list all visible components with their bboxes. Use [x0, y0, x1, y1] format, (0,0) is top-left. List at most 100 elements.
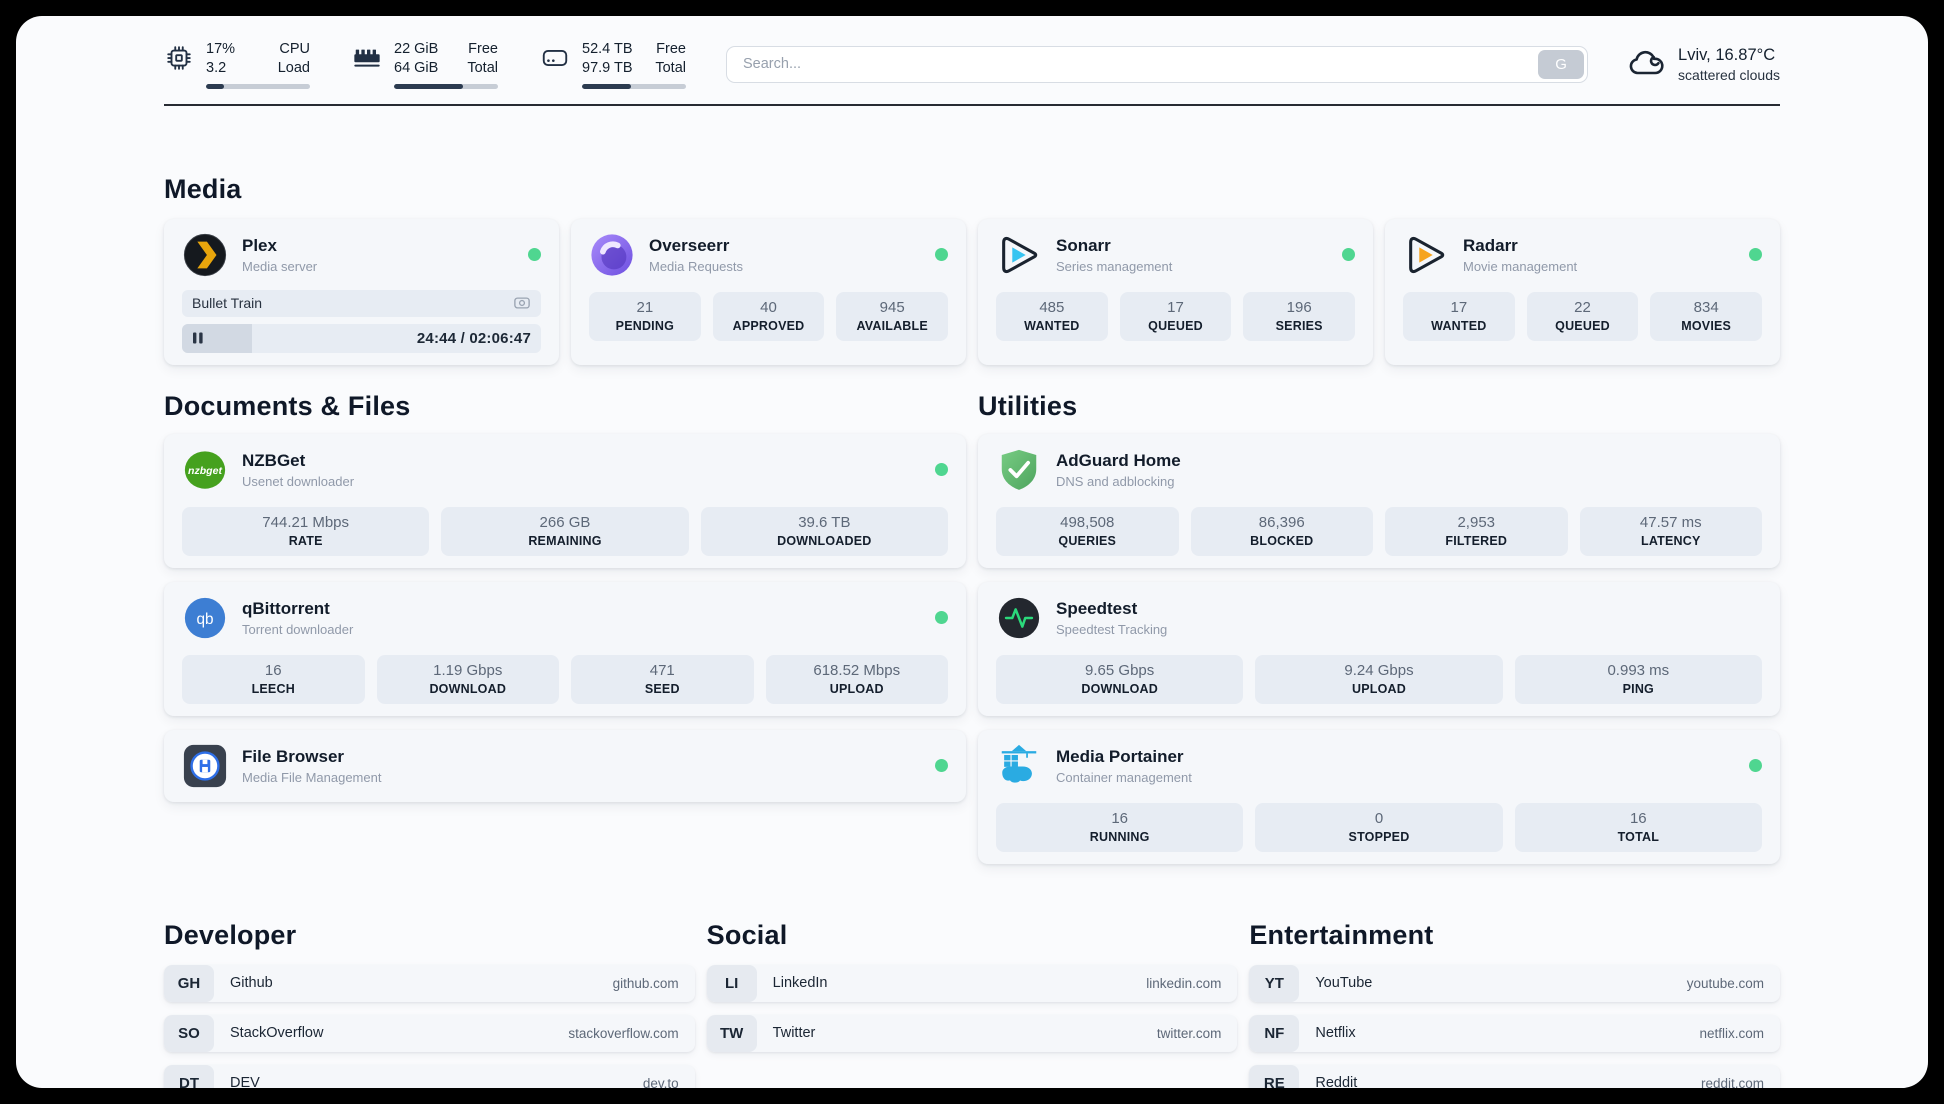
- stat-box: 9.24 Gbps UPLOAD: [1255, 654, 1503, 704]
- stat-value: 9.65 Gbps: [1085, 661, 1155, 679]
- stat-box: 618.52 Mbps UPLOAD: [765, 654, 948, 704]
- app-card[interactable]: Speedtest Speedtest Tracking 9.65 Gbps D…: [978, 581, 1780, 716]
- stat-label: QUERIES: [1058, 533, 1117, 548]
- playback-time: 24:44 / 02:06:47: [416, 329, 531, 347]
- stat-value: 40: [760, 298, 777, 316]
- stat-label: RATE: [288, 533, 323, 548]
- stat-value: 471: [649, 661, 675, 679]
- app-card[interactable]: File Browser Media File Management: [164, 729, 966, 802]
- app-card[interactable]: Radarr Movie management 17 WANTED 2: [1385, 218, 1780, 365]
- stat-label: QUEUED: [1555, 318, 1610, 333]
- stat-value: 1.19 Gbps: [433, 661, 503, 679]
- bookmark-section: Social LI LinkedIn linkedin.com TW Twitt…: [706, 919, 1238, 1088]
- bookmark-url: twitter.com: [1156, 1025, 1222, 1041]
- disk-icon: [540, 43, 570, 73]
- app-card[interactable]: qb qBittorrent Torrent downloader 16 LEE…: [164, 581, 966, 716]
- stat-label: REMAINING: [528, 533, 602, 548]
- utilities-apps: AdGuard Home DNS and adblocking 498,508 …: [978, 433, 1780, 864]
- stat-value: 47.57 ms: [1639, 513, 1702, 531]
- app-name: NZBGet: [242, 450, 306, 470]
- bookmark-link[interactable]: TW Twitter twitter.com: [706, 1014, 1238, 1052]
- now-playing-title: Bullet Train: [192, 295, 263, 312]
- bookmark-link[interactable]: YT YouTube youtube.com: [1249, 964, 1781, 1002]
- stat-label: DOWNLOAD: [429, 681, 507, 696]
- stat-value-bottom: 97.9 TB: [582, 59, 633, 76]
- documents-apps: nzbget NZBGet Usenet downloader 744.21 M…: [164, 433, 966, 802]
- bookmark-section-title: Social: [706, 919, 788, 950]
- bookmark-url: stackoverflow.com: [568, 1025, 679, 1041]
- app-card[interactable]: Sonarr Series management 485 WANTED: [978, 218, 1373, 365]
- app-card[interactable]: nzbget NZBGet Usenet downloader 744.21 M…: [164, 433, 966, 568]
- app-card[interactable]: Media Portainer Container management 16 …: [978, 729, 1780, 864]
- system-stat: 52.4 TB 97.9 TB Free Total: [540, 40, 686, 89]
- app-card[interactable]: AdGuard Home DNS and adblocking 498,508 …: [978, 433, 1780, 568]
- stat-box: 1.19 Gbps DOWNLOAD: [376, 654, 559, 704]
- stat-value: 2,953: [1457, 513, 1496, 531]
- system-stat: 22 GiB 64 GiB Free Total: [352, 40, 498, 89]
- stat-value-top: 52.4 TB: [582, 41, 633, 57]
- bookmark-link[interactable]: SO StackOverflow stackoverflow.com: [164, 1014, 695, 1052]
- header-divider: [164, 103, 1780, 106]
- bookmark-url: github.com: [612, 975, 679, 991]
- app-description: Torrent downloader: [242, 621, 354, 637]
- weather-widget: Lviv, 16.87°C scattered clouds: [1626, 44, 1780, 84]
- app-description: Speedtest Tracking: [1056, 621, 1168, 637]
- bookmark-link[interactable]: DT DEV dev.to: [164, 1064, 695, 1088]
- app-name: qBittorrent: [242, 598, 330, 618]
- stat-value: 9.24 Gbps: [1344, 661, 1414, 679]
- stat-label: LEECH: [251, 681, 295, 696]
- nzbget-icon: nzbget: [182, 447, 228, 493]
- overseerr-icon: [589, 232, 635, 278]
- weather-condition: scattered clouds: [1678, 66, 1780, 83]
- stat-label: AVAILABLE: [856, 318, 928, 333]
- app-description: Media File Management: [242, 769, 382, 785]
- app-card[interactable]: Plex Media server Bullet Train: [164, 218, 559, 365]
- search-bar[interactable]: G: [726, 45, 1589, 83]
- media-apps-row: Plex Media server Bullet Train: [164, 218, 1780, 365]
- bookmark-name: Reddit: [1315, 1075, 1358, 1088]
- app-card[interactable]: Overseerr Media Requests 21 PENDING: [571, 218, 966, 365]
- status-dot: [935, 611, 948, 625]
- bookmark-link[interactable]: GH Github github.com: [164, 964, 695, 1002]
- app-stats: 21 PENDING 40 APPROVED 945 AVAILABLE: [589, 291, 949, 341]
- status-dot: [1342, 248, 1355, 262]
- app-name: Plex: [242, 235, 277, 255]
- app-description: Series management: [1056, 258, 1173, 274]
- stat-label: STOPPED: [1348, 829, 1410, 844]
- search-input[interactable]: [741, 55, 1539, 74]
- stat-value-top: 17%: [206, 41, 236, 57]
- section-documents: Documents & Files nzbget NZBGet Usenet d…: [164, 391, 966, 864]
- stat-label: PING: [1622, 681, 1654, 696]
- bookmark-link[interactable]: RE Reddit reddit.com: [1249, 1064, 1781, 1088]
- plex-icon: [182, 232, 228, 278]
- stat-box: 86,396 BLOCKED: [1190, 506, 1373, 556]
- bookmark-section-title: Entertainment: [1249, 919, 1434, 950]
- stat-box: 39.6 TB DOWNLOADED: [700, 506, 948, 556]
- app-name: File Browser: [242, 746, 345, 766]
- now-playing: Bullet Train 24:44 / 02:06:47: [182, 289, 541, 353]
- qbittorrent-icon: qb: [182, 595, 228, 641]
- playback-progress: 24:44 / 02:06:47: [182, 323, 541, 353]
- bookmark-link[interactable]: NF Netflix netflix.com: [1249, 1014, 1781, 1052]
- stat-label: QUEUED: [1148, 318, 1203, 333]
- bookmark-link[interactable]: LI LinkedIn linkedin.com: [706, 964, 1238, 1002]
- stat-label: TOTAL: [1617, 829, 1660, 844]
- search-engine-button[interactable]: G: [1538, 49, 1585, 79]
- bookmark-list: YT YouTube youtube.com NF Netflix netfli…: [1249, 964, 1781, 1088]
- bookmark-name: Netflix: [1315, 1025, 1356, 1042]
- app-stats: 485 WANTED 17 QUEUED 196 SERIES: [996, 291, 1356, 341]
- stat-value: 17: [1450, 298, 1468, 316]
- bookmark-list: GH Github github.com SO StackOverflow st…: [164, 964, 695, 1088]
- stat-progress-fill: [582, 83, 631, 89]
- stat-box: 9.65 Gbps DOWNLOAD: [996, 654, 1244, 704]
- stat-progress-track: [206, 83, 310, 89]
- bookmark-badge: SO: [164, 1014, 214, 1052]
- app-description: Media Requests: [649, 258, 743, 274]
- section-title-documents: Documents & Files: [164, 390, 411, 421]
- stat-label: RUNNING: [1089, 829, 1150, 844]
- bookmark-section: Entertainment YT YouTube youtube.com NF …: [1249, 919, 1781, 1088]
- bookmark-url: dev.to: [642, 1075, 679, 1088]
- stat-label: MOVIES: [1681, 318, 1732, 333]
- status-dot: [528, 248, 541, 262]
- stat-value: 17: [1167, 298, 1184, 316]
